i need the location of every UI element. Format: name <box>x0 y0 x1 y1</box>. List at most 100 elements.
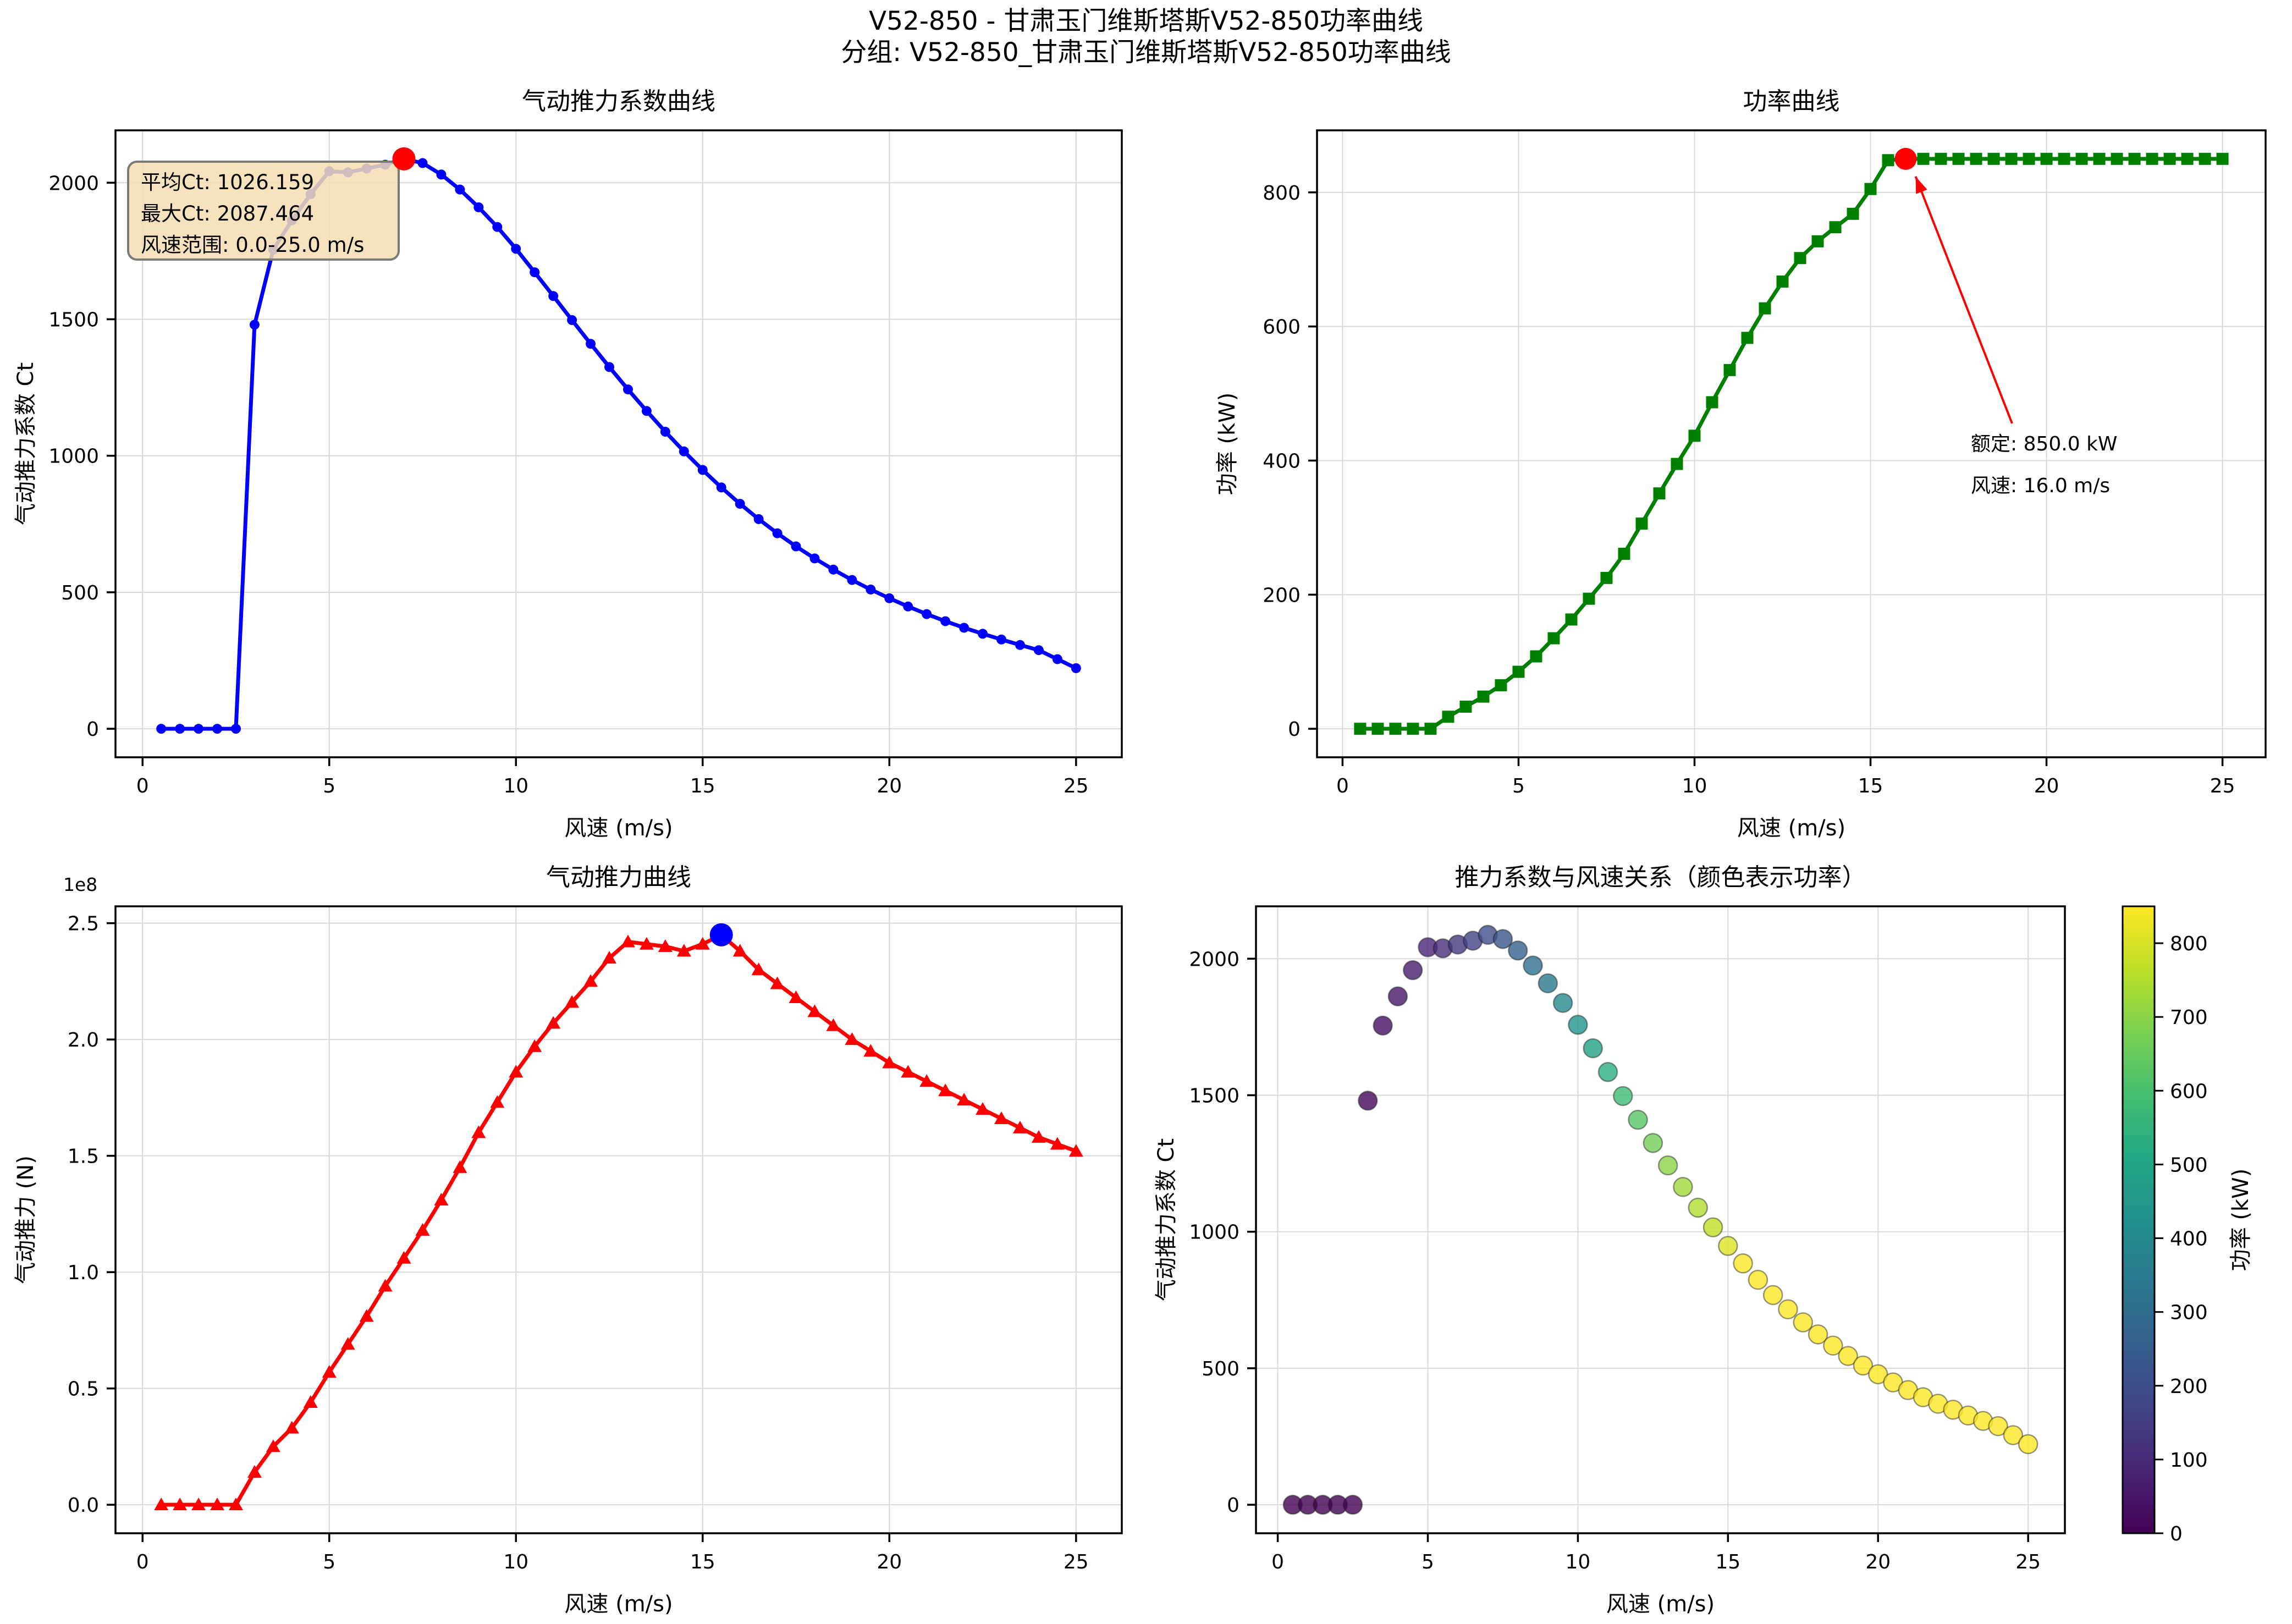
svg-text:0.0: 0.0 <box>68 1494 99 1517</box>
colorbar-tick-label: 400 <box>2170 1228 2208 1251</box>
svg-text:10: 10 <box>1565 1551 1590 1573</box>
ct-stats-line: 平均Ct: 1026.159 <box>141 170 314 194</box>
colorbar-tick-label: 0 <box>2170 1523 2183 1545</box>
svg-text:2.0: 2.0 <box>68 1029 99 1052</box>
x-axis-label: 风速 (m/s) <box>1606 1592 1715 1616</box>
svg-text:15: 15 <box>1858 775 1883 797</box>
power_curve-markers <box>1354 152 2229 735</box>
axes-frame <box>1316 129 2267 758</box>
y-tick-labels: 0.0 0.5 1.0 1.5 2.0 2.5 <box>68 913 99 1517</box>
thrust_curve-line <box>161 933 1077 1507</box>
svg-text:5: 5 <box>323 775 335 797</box>
ct-stats-box: 平均Ct: 1026.159 最大Ct: 2087.464 风速范围: 0.0-25… <box>127 161 400 261</box>
colorbar-tick-label: 500 <box>2170 1154 2208 1176</box>
subplot-grid: 平均Ct: 1026.159 最大Ct: 2087.464 风速范围: 0.0-25… <box>0 67 2292 1616</box>
rated-arrow-icon <box>1914 176 2013 424</box>
subplot-title: 气动推力曲线 <box>546 863 691 891</box>
grid-lines <box>1256 906 2065 1533</box>
tick-marks <box>1308 191 2224 766</box>
axes-frame <box>1255 905 2066 1534</box>
svg-text:600: 600 <box>1263 316 1301 339</box>
y-tick-labels: 0 200 400 600 800 <box>1263 182 1301 741</box>
svg-text:10: 10 <box>503 775 528 797</box>
colorbar-tick-label: 100 <box>2170 1449 2208 1472</box>
axes-frame <box>114 905 1123 1534</box>
subplot-title: 气动推力系数曲线 <box>522 87 715 115</box>
svg-text:1.5: 1.5 <box>68 1146 99 1168</box>
colorbar: 0 100 200 300 400 500 600 700 800 功率 (kW) <box>2122 905 2254 1545</box>
x-tick-labels: 0 5 10 15 20 25 <box>1271 1551 2041 1573</box>
svg-text:10: 10 <box>503 1551 528 1573</box>
subplot-ct-coefficient-curve: 平均Ct: 1026.159 最大Ct: 2087.464 风速范围: 0.0-25… <box>13 87 1123 841</box>
subplot-title: 推力系数与风速关系（颜色表示功率） <box>1455 863 1866 891</box>
svg-text:2.5: 2.5 <box>68 913 99 935</box>
svg-text:1000: 1000 <box>48 445 99 468</box>
x-tick-labels: 0 5 10 15 20 25 <box>136 775 1089 797</box>
colorbar-tick-label: 300 <box>2170 1302 2208 1324</box>
svg-text:20: 20 <box>1865 1551 1891 1573</box>
colorbar-tick-label: 200 <box>2170 1375 2208 1398</box>
axes-frame <box>114 129 1123 758</box>
svg-text:25: 25 <box>1064 775 1089 797</box>
y-tick-labels: 0 500 1000 1500 2000 <box>1189 948 1239 1517</box>
y-axis-label: 气动推力 (N) <box>13 1155 38 1284</box>
svg-text:0: 0 <box>1336 775 1349 797</box>
figure-title: V52-850 - 甘肃玉门维斯塔斯V52-850功率曲线 分组: V52-85… <box>0 5 2292 68</box>
svg-text:0: 0 <box>1288 718 1301 741</box>
svg-text:0: 0 <box>136 775 149 797</box>
svg-text:15: 15 <box>1715 1551 1740 1573</box>
ct_curve-highlight-dot <box>392 147 416 170</box>
ct-stats-line: 最大Ct: 2087.464 <box>141 202 314 225</box>
tick-marks <box>1247 957 2029 1542</box>
rated-annotation: 额定: 850.0 kW 风速: 16.0 m/s <box>1971 433 2118 497</box>
rated-annotation-line: 风速: 16.0 m/s <box>1971 475 2110 497</box>
svg-text:5: 5 <box>1422 1551 1434 1573</box>
x-axis-label: 风速 (m/s) <box>564 1592 673 1616</box>
rated-annotation-line: 额定: 850.0 kW <box>1971 433 2118 455</box>
subplot-power-curve: 额定: 850.0 kW 风速: 16.0 m/s 0 5 10 15 20 25 0 200 40… <box>1215 87 2267 841</box>
svg-text:20: 20 <box>877 1551 902 1573</box>
colorbar-tick-label: 800 <box>2170 933 2208 955</box>
y-axis-offset-text: 1e8 <box>63 874 97 895</box>
svg-text:0: 0 <box>1271 1551 1284 1573</box>
svg-text:0: 0 <box>86 718 99 741</box>
svg-text:0: 0 <box>1227 1494 1239 1517</box>
svg-text:2000: 2000 <box>48 172 99 195</box>
figure-title-line2: 分组: V52-850_甘肃玉门维斯塔斯V52-850功率曲线 <box>841 37 1451 68</box>
svg-text:5: 5 <box>323 1551 335 1573</box>
ct-stats-line: 风速范围: 0.0-25.0 m/s <box>141 233 364 257</box>
svg-text:1500: 1500 <box>1189 1084 1239 1107</box>
svg-text:1000: 1000 <box>1189 1221 1239 1244</box>
svg-text:20: 20 <box>2034 775 2059 797</box>
svg-text:10: 10 <box>1682 775 1707 797</box>
svg-text:5: 5 <box>1512 775 1525 797</box>
y-axis-label: 气动推力系数 Ct <box>1154 1138 1179 1301</box>
colorbar-label: 功率 (kW) <box>2228 1169 2254 1271</box>
colorbar-tick-label: 700 <box>2170 1006 2208 1029</box>
x-axis-label: 风速 (m/s) <box>564 816 673 841</box>
x-tick-labels: 0 5 10 15 20 25 <box>136 1551 1089 1573</box>
svg-text:0.5: 0.5 <box>68 1378 99 1401</box>
figure-title-line1: V52-850 - 甘肃玉门维斯塔斯V52-850功率曲线 <box>868 6 1424 36</box>
svg-text:2000: 2000 <box>1189 948 1239 971</box>
grid-lines <box>115 906 1122 1533</box>
svg-text:20: 20 <box>877 775 902 797</box>
svg-text:500: 500 <box>1202 1358 1239 1380</box>
x-tick-labels: 0 5 10 15 20 25 <box>1336 775 2235 797</box>
scatter-points <box>1282 924 2038 1515</box>
svg-text:1.0: 1.0 <box>68 1262 99 1284</box>
svg-text:0: 0 <box>136 1551 149 1573</box>
y-tick-labels: 0 500 1000 1500 2000 <box>48 172 99 741</box>
svg-text:200: 200 <box>1263 584 1301 607</box>
subplot-ct-power-scatter: 0 5 10 15 20 250500100015002000推力系数与风速关系（颜色表示… <box>1154 863 2254 1616</box>
y-axis-label: 气动推力系数 Ct <box>13 362 38 525</box>
svg-text:800: 800 <box>1263 182 1301 205</box>
svg-text:15: 15 <box>690 1551 715 1573</box>
y-axis-label: 功率 (kW) <box>1215 393 1240 496</box>
svg-text:15: 15 <box>690 775 715 797</box>
svg-text:25: 25 <box>2210 775 2235 797</box>
colorbar-tick-label: 600 <box>2170 1080 2208 1103</box>
grid-lines <box>1317 130 2266 757</box>
